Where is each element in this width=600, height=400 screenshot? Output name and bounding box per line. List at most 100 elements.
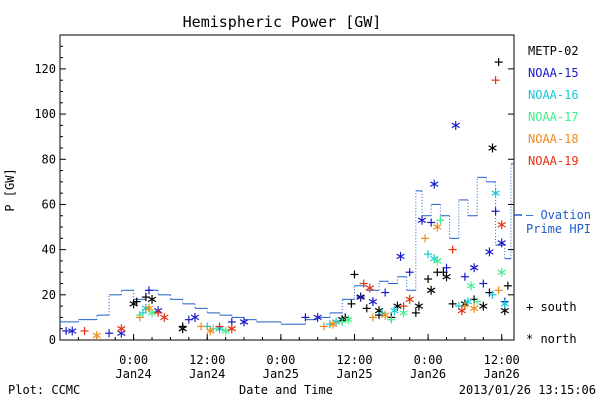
star-arm <box>469 305 479 312</box>
star-arm <box>466 283 476 289</box>
point-south-noaa-18 <box>319 322 328 331</box>
star-arm <box>500 301 509 307</box>
point-north-metp-02 <box>479 301 488 311</box>
point-south-noaa-15 <box>491 207 500 216</box>
x-tick-date: Jan25 <box>336 367 372 381</box>
point-north-noaa-15 <box>417 215 427 225</box>
footer-timestamp: 2013/01/26 13:15:06 <box>459 383 596 397</box>
legend-item-noaa-17: NOAA-17 <box>528 110 579 124</box>
legend-item-noaa-19: NOAA-19 <box>528 154 579 168</box>
ovation-legend-line2: Prime HPI <box>526 222 591 236</box>
star-arm <box>239 319 249 325</box>
x-tick-time: 0:00 <box>414 353 443 367</box>
legend-item-metp-02: METP-02 <box>528 44 579 58</box>
point-south-noaa-18 <box>494 286 503 295</box>
point-north-noaa-15 <box>485 247 494 257</box>
x-tick-date: Jan25 <box>263 367 299 381</box>
star-arm <box>463 298 473 305</box>
star-arm <box>433 258 442 264</box>
x-tick-time: 0:00 <box>266 353 295 367</box>
point-south-noaa-15 <box>442 263 451 272</box>
point-north-metp-02 <box>488 143 497 153</box>
point-south-noaa-19 <box>448 245 457 254</box>
star-arm <box>190 314 200 321</box>
star-arm <box>469 264 479 271</box>
axis-ticks: 0204060801001200:00Jan2412:00Jan240:00Ja… <box>34 45 520 381</box>
point-south-noaa-16 <box>488 290 497 299</box>
star-arm <box>147 296 157 303</box>
star-arm <box>405 296 414 303</box>
point-south-metp-02 <box>448 299 457 308</box>
point-south-noaa-19 <box>80 326 89 335</box>
point-north-noaa-15 <box>313 312 322 322</box>
point-south-noaa-19 <box>399 302 408 311</box>
point-south-noaa-18 <box>135 313 144 322</box>
point-north-noaa-15 <box>368 297 378 307</box>
point-north-noaa-15 <box>430 179 439 189</box>
star-arm <box>393 303 402 309</box>
legend: METP-02 NOAA-15 NOAA-16 NOAA-17 NOAA-18 NOAA-… <box>528 44 579 168</box>
point-north-noaa-15 <box>68 326 77 336</box>
point-south-metp-02 <box>347 299 356 308</box>
point-north-noaa-18 <box>433 222 442 232</box>
point-south-noaa-17 <box>436 216 445 225</box>
star-arm <box>497 269 506 275</box>
point-north-noaa-19 <box>457 306 467 316</box>
star-arm <box>221 328 230 334</box>
point-south-noaa-16 <box>424 250 433 259</box>
x-tick-date: Jan26 <box>484 367 520 381</box>
y-tick-label: 80 <box>42 152 56 166</box>
point-north-metp-02 <box>129 299 138 309</box>
y-tick-label: 60 <box>42 197 56 211</box>
y-tick-label: 100 <box>34 107 56 121</box>
point-south-noaa-17 <box>473 297 482 306</box>
point-south-noaa-18 <box>368 313 377 322</box>
footer-credit: Plot: CCMC <box>8 383 80 397</box>
legend-item-noaa-16: NOAA-16 <box>528 88 579 102</box>
y-tick-label: 40 <box>42 243 56 257</box>
data-points <box>62 58 512 340</box>
y-tick-label: 20 <box>42 288 56 302</box>
point-north-noaa-15 <box>451 120 460 130</box>
point-north-noaa-19 <box>227 324 236 334</box>
star-arm <box>433 224 442 230</box>
star-arm <box>380 312 390 318</box>
star-arm <box>368 298 378 305</box>
star-arm <box>491 190 500 196</box>
point-north-noaa-18 <box>144 303 154 313</box>
star-arm <box>313 314 322 321</box>
point-south-metp-02 <box>350 270 359 279</box>
star-arm <box>160 314 169 321</box>
x-axis-label: Date and Time <box>239 383 333 397</box>
point-north-metp-02 <box>414 301 424 311</box>
star-arm <box>497 222 506 228</box>
y-axis-label: P [GW] <box>3 168 17 211</box>
point-north-noaa-15 <box>190 312 200 322</box>
point-south-noaa-19 <box>154 308 163 317</box>
star-arm <box>457 307 467 314</box>
y-tick-label: 0 <box>49 333 56 347</box>
marker-legend: + south * north <box>526 300 577 346</box>
point-north-metp-02 <box>426 285 436 295</box>
star-arm <box>344 316 353 323</box>
ovation-series <box>60 163 522 325</box>
point-south-metp-02 <box>494 58 503 67</box>
star-arm <box>390 307 399 314</box>
x-tick-time: 12:00 <box>336 353 372 367</box>
point-north-noaa-17 <box>344 315 353 325</box>
point-south-metp-02 <box>424 275 433 283</box>
legend-item-noaa-18: NOAA-18 <box>528 132 579 146</box>
marker-legend-north: * north <box>526 332 577 346</box>
point-north-noaa-15 <box>396 251 405 261</box>
point-north-noaa-16 <box>500 299 509 309</box>
star-arm <box>442 273 451 280</box>
point-north-noaa-18 <box>206 326 215 336</box>
marker-legend-south: + south <box>526 300 577 314</box>
point-south-noaa-15 <box>427 218 436 227</box>
point-south-noaa-15 <box>105 329 114 338</box>
point-south-noaa-15 <box>381 288 390 297</box>
point-south-noaa-15 <box>460 272 469 281</box>
star-arm <box>451 122 460 129</box>
star-arm <box>144 305 154 312</box>
